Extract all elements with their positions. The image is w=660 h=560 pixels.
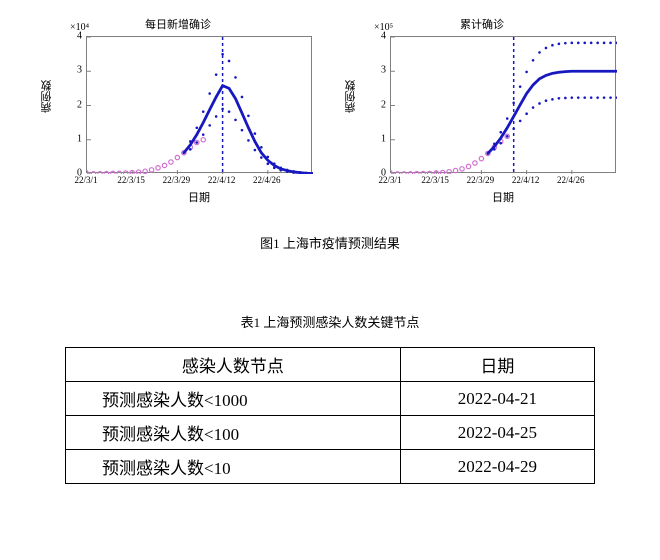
- table-cell: 预测感染人数<100: [66, 416, 401, 450]
- table-caption: 表1 上海预测感染人数关键节点: [30, 312, 630, 331]
- x-tick-label: 22/3/1: [74, 175, 97, 185]
- table-header-row: 感染人数节点 日期: [66, 348, 595, 382]
- table-header-cell: 日期: [400, 348, 594, 382]
- x-tick-label: 22/3/15: [421, 175, 449, 185]
- x-tick-label: 22/4/26: [253, 175, 281, 185]
- y-tick-label: 4: [381, 31, 386, 42]
- plot-area: [390, 36, 616, 173]
- x-tick-label: 22/4/12: [208, 175, 236, 185]
- y-tick-label: 1: [381, 133, 386, 144]
- chart-daily: 每日新增确诊×10⁴病例数日期0123422/3/122/3/1522/3/29…: [38, 20, 318, 205]
- x-tick-label: 22/3/1: [378, 175, 401, 185]
- x-tick-label: 22/3/29: [467, 175, 495, 185]
- x-axis-label: 日期: [390, 189, 616, 205]
- y-tick-label: 2: [77, 99, 82, 110]
- x-tick-label: 22/4/26: [557, 175, 585, 185]
- table-cell: 预测感染人数<1000: [66, 382, 401, 416]
- table-cell: 预测感染人数<10: [66, 450, 401, 484]
- y-tick-label: 1: [77, 133, 82, 144]
- x-tick-label: 22/3/15: [117, 175, 145, 185]
- plot-area: [86, 36, 312, 173]
- y-tick-label: 3: [77, 65, 82, 76]
- x-tick-label: 22/3/29: [163, 175, 191, 185]
- prediction-table: 感染人数节点 日期 预测感染人数<10002022-04-21预测感染人数<10…: [65, 347, 595, 484]
- table-header-cell: 感染人数节点: [66, 348, 401, 382]
- table-body: 预测感染人数<10002022-04-21预测感染人数<1002022-04-2…: [66, 382, 595, 484]
- table-cell: 2022-04-29: [400, 450, 594, 484]
- table-cell: 2022-04-21: [400, 382, 594, 416]
- chart-cumulative: 累计确诊×10⁵病例数日期0123422/3/122/3/1522/3/2922…: [342, 20, 622, 205]
- y-axis-label: 病例数: [40, 20, 54, 173]
- table-row: 预测感染人数<1002022-04-25: [66, 416, 595, 450]
- table-cell: 2022-04-25: [400, 416, 594, 450]
- y-tick-label: 4: [77, 31, 82, 42]
- charts-row: 每日新增确诊×10⁴病例数日期0123422/3/122/3/1522/3/29…: [30, 20, 630, 205]
- figure-caption: 图1 上海市疫情预测结果: [30, 233, 630, 252]
- table-row: 预测感染人数<10002022-04-21: [66, 382, 595, 416]
- y-tick-label: 2: [381, 99, 386, 110]
- y-tick-label: 3: [381, 65, 386, 76]
- table-row: 预测感染人数<102022-04-29: [66, 450, 595, 484]
- y-axis-label: 病例数: [344, 20, 358, 173]
- chart-svg: [87, 37, 313, 174]
- chart-svg: [391, 37, 617, 174]
- x-tick-label: 22/4/12: [512, 175, 540, 185]
- x-axis-label: 日期: [86, 189, 312, 205]
